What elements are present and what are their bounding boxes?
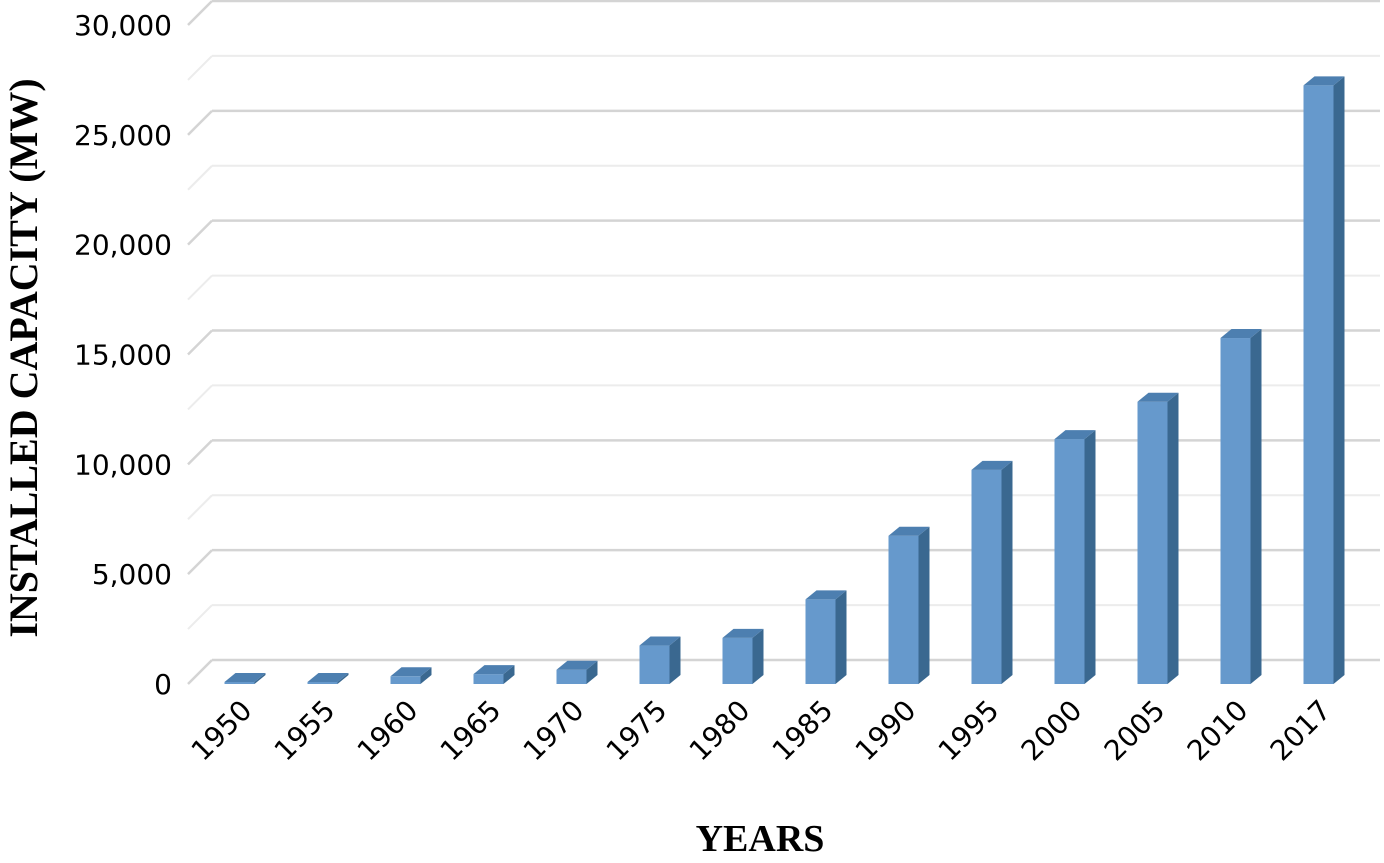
x-tick-label: 1960 (351, 694, 425, 768)
x-tick-label: 1995 (932, 694, 1006, 768)
bar-top (971, 460, 1013, 470)
bar-front (1303, 85, 1334, 685)
bar-top (1220, 329, 1262, 339)
x-axis-title: YEARS (696, 818, 825, 860)
x-tick-label: 1990 (849, 694, 923, 768)
bar (805, 590, 847, 684)
bar-side (918, 526, 930, 684)
y-tick-label: 10,000 (74, 448, 172, 481)
y-tick-label: 15,000 (74, 339, 172, 372)
bar-side (835, 590, 847, 684)
bar (722, 628, 764, 684)
bar (473, 665, 515, 684)
bar-top (556, 660, 598, 670)
x-tick-label: 2005 (1098, 694, 1172, 768)
x-tick-label: 1980 (683, 694, 757, 768)
y-tick-label: 5,000 (92, 558, 172, 591)
gridline-depth (187, 604, 213, 630)
bar (639, 636, 681, 684)
gridline-depth (187, 165, 213, 191)
x-tick-label: 2000 (1015, 694, 1089, 768)
bar-front (1054, 439, 1085, 684)
x-tick-label: 2017 (1264, 694, 1338, 768)
bar (307, 673, 349, 684)
x-tick-label: 1965 (434, 694, 508, 768)
x-tick-label: 1975 (600, 694, 674, 768)
bar-side (1084, 430, 1096, 684)
x-tick-label: 2010 (1181, 694, 1255, 768)
bar-side (669, 636, 681, 684)
bar-side (586, 660, 598, 684)
x-tick-label: 1950 (185, 694, 259, 768)
bar-side (1250, 329, 1262, 684)
gridlines (187, 0, 1380, 685)
bar (1220, 329, 1262, 684)
bar-side (337, 673, 349, 684)
bar-front (1220, 338, 1251, 684)
gridline-depth (187, 659, 213, 685)
bar (224, 673, 266, 684)
y-tick-label: 30,000 (74, 9, 172, 42)
y-tick-label: 20,000 (74, 229, 172, 262)
bar (971, 460, 1013, 684)
y-axis-tick-labels: 0 5,000 10,000 15,000 20,000 25,000 30,000 (74, 9, 172, 701)
bars (224, 76, 1345, 685)
gridline-depth (187, 0, 213, 26)
bar-top (888, 526, 930, 536)
gridline-depth (187, 439, 213, 466)
bar-front (1137, 401, 1168, 684)
bar-side (503, 665, 515, 684)
bar (1137, 392, 1179, 684)
bar-front (722, 637, 753, 684)
bar-front (971, 469, 1002, 684)
bar-front (556, 669, 587, 684)
gridline-depth (187, 549, 213, 576)
x-axis-tick-labels: 1950 1955 1960 1965 1970 1975 1980 1985 1990 1995… (185, 694, 1338, 768)
bar-top (390, 667, 432, 677)
y-tick-label: 25,000 (74, 119, 172, 152)
bar-side (752, 628, 764, 684)
y-axis-title: INSTALLED CAPACITY (MW) (1, 78, 46, 637)
bar-top (722, 628, 764, 638)
bar-front (473, 674, 504, 684)
bar-top (1303, 76, 1345, 86)
bar-side (1333, 76, 1345, 685)
bar-front (307, 682, 338, 684)
bar-top (1137, 392, 1179, 402)
bar-front (805, 599, 836, 684)
gridline-depth (187, 55, 213, 81)
gridline-depth (187, 329, 213, 356)
bar-front (639, 645, 670, 684)
bar-side (420, 667, 432, 684)
bar-front (390, 676, 421, 684)
gridline-depth (187, 219, 213, 246)
bar (1054, 430, 1096, 684)
bar-side (1167, 392, 1179, 684)
bar-top (473, 665, 515, 675)
bar-front (888, 535, 919, 684)
gridline-depth (187, 109, 213, 136)
x-tick-label: 1955 (268, 694, 342, 768)
bar-top (639, 636, 681, 646)
x-tick-label: 1985 (766, 694, 840, 768)
bar-side (1001, 460, 1013, 684)
gridline-depth (187, 384, 213, 411)
gridline-depth (187, 274, 213, 301)
bar-top (224, 673, 266, 682)
gridline-depth (187, 494, 213, 520)
bar-top (1054, 430, 1096, 440)
bar (1303, 76, 1345, 685)
y-tick-label: 0 (154, 668, 172, 701)
bar (556, 660, 598, 684)
bar-side (254, 673, 266, 684)
bar-front (224, 682, 255, 684)
x-tick-label: 1970 (517, 694, 591, 768)
bar-top (307, 673, 349, 682)
bar (390, 667, 432, 684)
bar-top (805, 590, 847, 600)
bar (888, 526, 930, 684)
